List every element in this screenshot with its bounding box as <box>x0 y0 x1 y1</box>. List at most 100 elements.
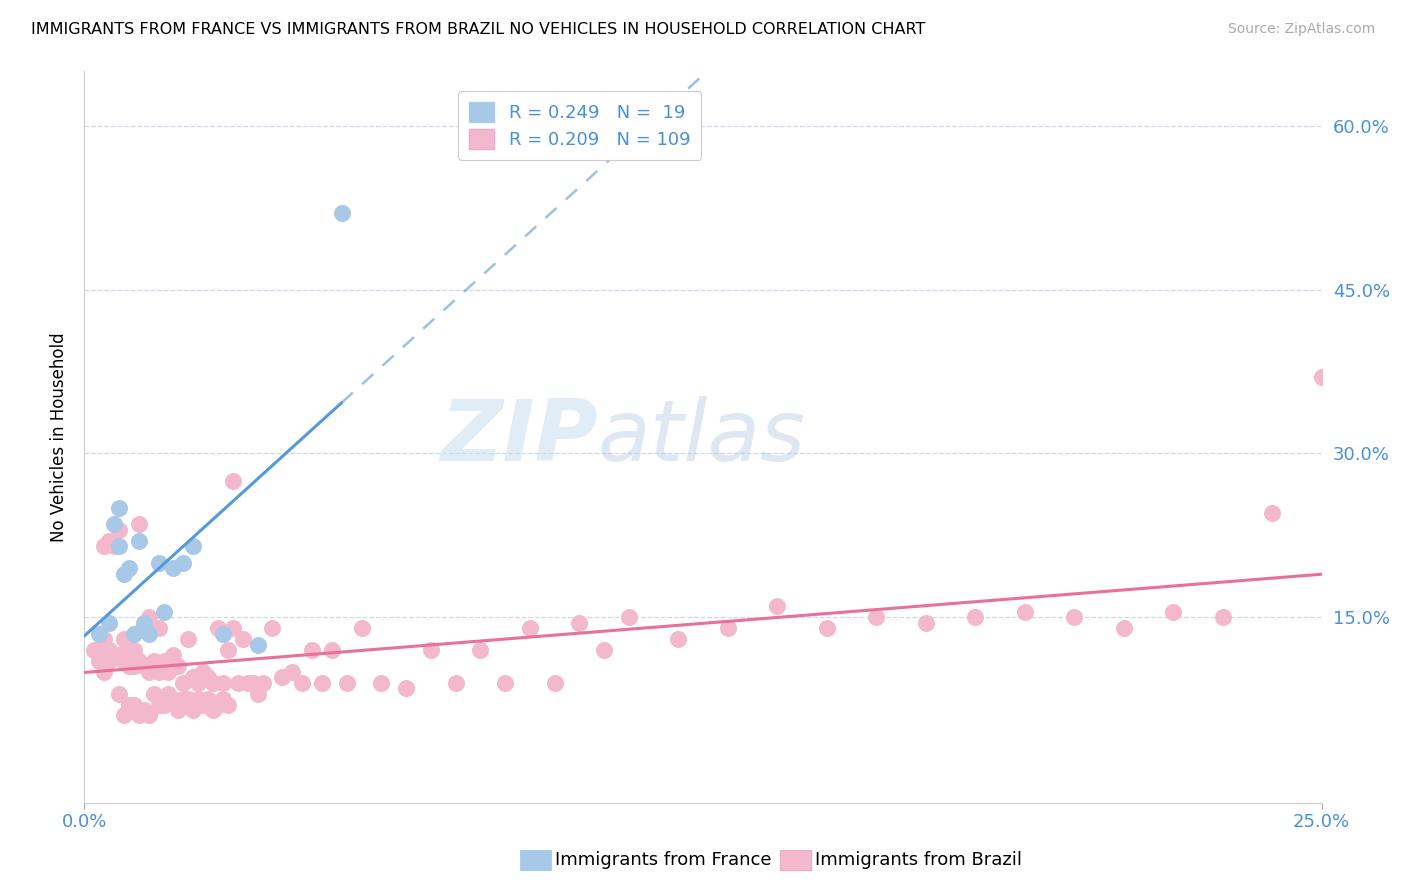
Point <box>103 648 125 663</box>
Point <box>246 638 269 652</box>
Point <box>138 626 160 640</box>
Point <box>568 615 591 630</box>
Point <box>103 648 125 663</box>
Point <box>519 621 541 635</box>
Point <box>132 659 155 673</box>
Point <box>98 654 121 668</box>
Point <box>98 615 121 630</box>
Point <box>177 632 200 646</box>
Point <box>1212 610 1234 624</box>
Point <box>187 692 209 706</box>
Point <box>1063 610 1085 624</box>
Point <box>172 556 194 570</box>
Point <box>271 670 294 684</box>
Point <box>157 665 180 679</box>
Point <box>138 665 160 679</box>
Point <box>103 517 125 532</box>
Point <box>128 533 150 548</box>
Text: ZIP: ZIP <box>440 395 598 479</box>
Point <box>217 643 239 657</box>
Point <box>152 698 174 712</box>
Point <box>1161 605 1184 619</box>
Point <box>112 654 135 668</box>
Point <box>181 670 204 684</box>
Point <box>187 675 209 690</box>
Point <box>370 675 392 690</box>
Point <box>122 659 145 673</box>
Point <box>395 681 418 695</box>
Point <box>93 632 115 646</box>
Point <box>593 643 616 657</box>
Point <box>167 703 190 717</box>
Point <box>148 621 170 635</box>
Point <box>181 703 204 717</box>
Point <box>132 615 155 630</box>
Point <box>965 610 987 624</box>
Point <box>148 665 170 679</box>
Point <box>242 675 264 690</box>
Point <box>181 539 204 553</box>
Text: Immigrants from France: Immigrants from France <box>555 851 772 869</box>
Point <box>177 692 200 706</box>
Point <box>98 533 121 548</box>
Point <box>207 621 229 635</box>
Text: atlas: atlas <box>598 395 806 479</box>
Point <box>138 610 160 624</box>
Point <box>717 621 740 635</box>
Point <box>1014 605 1036 619</box>
Point <box>321 643 343 657</box>
Point <box>172 675 194 690</box>
Text: Source: ZipAtlas.com: Source: ZipAtlas.com <box>1227 22 1375 37</box>
Point <box>236 675 259 690</box>
Point <box>202 703 225 717</box>
Point <box>118 561 141 575</box>
Point <box>112 632 135 646</box>
Point <box>142 654 165 668</box>
Point <box>148 698 170 712</box>
Point <box>191 665 214 679</box>
Point <box>212 675 235 690</box>
Point <box>470 643 492 657</box>
Point <box>83 643 105 657</box>
Point <box>1261 507 1284 521</box>
Point <box>191 698 214 712</box>
Point <box>103 539 125 553</box>
Point <box>217 698 239 712</box>
Point <box>142 687 165 701</box>
Text: Immigrants from Brazil: Immigrants from Brazil <box>815 851 1022 869</box>
Point <box>617 610 640 624</box>
Point <box>108 523 131 537</box>
Point <box>148 556 170 570</box>
Point <box>138 708 160 723</box>
Point <box>226 675 249 690</box>
Point <box>419 643 441 657</box>
Point <box>262 621 284 635</box>
Point <box>222 621 245 635</box>
Point <box>132 703 155 717</box>
Point <box>152 605 174 619</box>
Point <box>122 698 145 712</box>
Point <box>157 687 180 701</box>
Point <box>914 615 936 630</box>
Point <box>89 626 111 640</box>
Point <box>252 675 274 690</box>
Point <box>93 539 115 553</box>
Point <box>865 610 887 624</box>
Point <box>167 659 190 673</box>
Point <box>118 643 141 657</box>
Point <box>108 687 131 701</box>
Point <box>122 626 145 640</box>
Point <box>197 670 219 684</box>
Point <box>108 648 131 663</box>
Point <box>444 675 467 690</box>
Point <box>350 621 373 635</box>
Point <box>222 474 245 488</box>
Point <box>162 561 184 575</box>
Point <box>108 501 131 516</box>
Point <box>666 632 689 646</box>
Point <box>128 517 150 532</box>
Point <box>212 626 235 640</box>
Point <box>311 675 333 690</box>
Point <box>232 632 254 646</box>
Point <box>212 692 235 706</box>
